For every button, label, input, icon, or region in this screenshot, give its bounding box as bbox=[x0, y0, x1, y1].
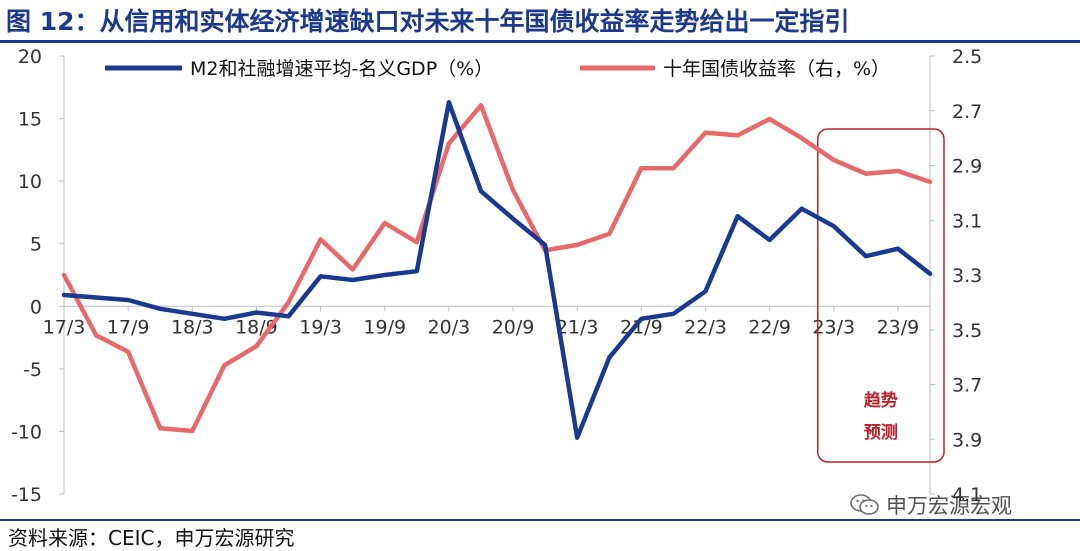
y-right-tick-label: 3.7 bbox=[952, 375, 982, 397]
x-tick-label: 21/3 bbox=[556, 316, 599, 338]
y-right-tick-label: 2.9 bbox=[952, 156, 982, 178]
y-right-tick-label: 3.5 bbox=[952, 320, 982, 342]
watermark-text: 申万宏源宏观 bbox=[886, 494, 1012, 518]
y-left-tick-label: 15 bbox=[18, 109, 42, 131]
x-tick-label: 23/3 bbox=[812, 316, 855, 338]
series-line-10y-yield bbox=[61, 103, 933, 434]
forecast-label-forecast: 预测 bbox=[864, 422, 898, 443]
x-tick-label: 22/9 bbox=[748, 316, 791, 338]
y-left-tick-label: -15 bbox=[11, 484, 42, 506]
x-tick-label: 19/9 bbox=[363, 316, 406, 338]
x-tick-label: 17/3 bbox=[43, 316, 86, 338]
forecast-box: 趋势 预测 bbox=[817, 128, 945, 463]
y-left-tick-label: 0 bbox=[30, 296, 42, 318]
x-tick-label: 20/3 bbox=[428, 316, 471, 338]
y-right-tick-label: 3.3 bbox=[952, 265, 982, 287]
watermark: 申万宏源宏观 bbox=[850, 490, 1012, 520]
forecast-region bbox=[817, 128, 945, 463]
wechat-icon bbox=[850, 494, 879, 515]
x-tick-label: 19/3 bbox=[299, 316, 342, 338]
y-left-tick-label: 20 bbox=[18, 46, 42, 68]
title-divider bbox=[0, 40, 1080, 43]
y-left-tick-label: 5 bbox=[30, 234, 42, 256]
y-right-tick-label: 2.7 bbox=[952, 101, 982, 123]
x-tick-label: 22/3 bbox=[684, 316, 727, 338]
y-left-tick-label: -5 bbox=[23, 359, 42, 381]
y-right-tick-label: 3.9 bbox=[952, 429, 982, 451]
y-right-tick-label: 3.1 bbox=[952, 210, 982, 232]
axes: 20 15 10 5 0 -5 -10 -15 2.5 2.7 2.9 3.1 3.3 3.5 3.7 3.9… bbox=[11, 46, 982, 506]
y-left-tick-label: -10 bbox=[11, 421, 42, 443]
chart-title: 图 12：从信用和实体经济增速缺口对未来十年国债收益率走势给出一定指引 bbox=[6, 7, 850, 36]
source-note: 资料来源：CEIC，申万宏源研究 bbox=[8, 526, 295, 550]
series-layer bbox=[61, 100, 933, 440]
chart: M2和社融增速平均-名义GDP（%） 十年国债收益率（右，%） 20 15 10 5 0… bbox=[11, 46, 982, 506]
x-tick-label: 20/9 bbox=[492, 316, 535, 338]
y-right-tick-label: 4.1 bbox=[952, 484, 982, 506]
y-right-tick-label: 2.5 bbox=[952, 46, 982, 68]
footer-divider bbox=[0, 519, 1080, 521]
legend-label-10y-yield: 十年国债收益率（右，%） bbox=[663, 58, 890, 80]
x-tick-label: 18/3 bbox=[171, 316, 214, 338]
x-tick-label: 17/9 bbox=[107, 316, 150, 338]
series-line-m2-gap bbox=[61, 100, 933, 440]
y-left-tick-label: 10 bbox=[18, 171, 42, 193]
forecast-label-trend: 趋势 bbox=[864, 390, 898, 411]
legend-label-m2-gap: M2和社融增速平均-名义GDP（%） bbox=[190, 58, 493, 80]
x-tick-label: 23/9 bbox=[877, 316, 920, 338]
legend: M2和社融增速平均-名义GDP（%） 十年国债收益率（右，%） bbox=[105, 58, 890, 80]
